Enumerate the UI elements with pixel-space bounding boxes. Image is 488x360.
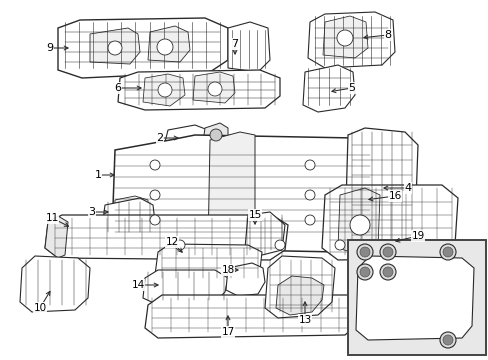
- Polygon shape: [337, 188, 379, 255]
- Circle shape: [150, 190, 160, 200]
- Text: 1: 1: [94, 170, 102, 180]
- Polygon shape: [164, 125, 207, 146]
- Polygon shape: [193, 72, 235, 103]
- Polygon shape: [45, 215, 287, 260]
- Circle shape: [334, 240, 345, 250]
- Polygon shape: [303, 65, 354, 112]
- Polygon shape: [145, 295, 361, 338]
- Circle shape: [356, 264, 372, 280]
- Circle shape: [274, 240, 285, 250]
- Polygon shape: [264, 256, 334, 318]
- Circle shape: [379, 264, 395, 280]
- Polygon shape: [227, 22, 269, 72]
- Text: 14: 14: [131, 280, 144, 290]
- Text: 4: 4: [404, 183, 411, 193]
- Text: 11: 11: [45, 213, 59, 223]
- Text: 10: 10: [33, 303, 46, 313]
- Polygon shape: [90, 28, 140, 64]
- Text: 3: 3: [88, 207, 95, 217]
- Polygon shape: [58, 18, 227, 78]
- Circle shape: [349, 215, 369, 235]
- Circle shape: [382, 267, 392, 277]
- Polygon shape: [112, 135, 371, 252]
- Bar: [347, 240, 485, 355]
- Circle shape: [209, 129, 222, 141]
- Text: 12: 12: [165, 237, 178, 247]
- Circle shape: [150, 215, 160, 225]
- Polygon shape: [225, 263, 264, 296]
- Circle shape: [442, 247, 452, 257]
- Polygon shape: [323, 16, 367, 58]
- Polygon shape: [155, 244, 262, 282]
- Circle shape: [336, 30, 352, 46]
- Circle shape: [379, 244, 395, 260]
- Polygon shape: [142, 270, 227, 305]
- Circle shape: [305, 160, 314, 170]
- Circle shape: [108, 41, 122, 55]
- Text: 19: 19: [410, 231, 424, 241]
- Text: 13: 13: [298, 315, 311, 325]
- Circle shape: [442, 335, 452, 345]
- Circle shape: [439, 244, 455, 260]
- Circle shape: [305, 190, 314, 200]
- Polygon shape: [142, 74, 184, 106]
- Polygon shape: [207, 132, 254, 252]
- Circle shape: [175, 240, 184, 250]
- Circle shape: [157, 39, 173, 55]
- Polygon shape: [45, 216, 68, 258]
- Polygon shape: [102, 198, 155, 238]
- Circle shape: [439, 332, 455, 348]
- Circle shape: [382, 247, 392, 257]
- Circle shape: [359, 267, 369, 277]
- Text: 17: 17: [221, 327, 234, 337]
- Polygon shape: [203, 123, 227, 145]
- Polygon shape: [321, 185, 457, 260]
- Circle shape: [356, 244, 372, 260]
- Text: 15: 15: [248, 210, 261, 220]
- Text: 2: 2: [156, 133, 163, 143]
- Polygon shape: [355, 256, 473, 340]
- Text: 9: 9: [46, 43, 54, 53]
- Polygon shape: [148, 26, 190, 62]
- Circle shape: [158, 83, 172, 97]
- Polygon shape: [275, 276, 324, 315]
- Polygon shape: [118, 70, 280, 110]
- Circle shape: [305, 215, 314, 225]
- Text: 6: 6: [114, 83, 121, 93]
- Polygon shape: [20, 256, 90, 312]
- Polygon shape: [345, 128, 417, 248]
- Text: 18: 18: [221, 265, 234, 275]
- Text: 8: 8: [384, 30, 391, 40]
- Text: 5: 5: [348, 83, 355, 93]
- Circle shape: [150, 160, 160, 170]
- Polygon shape: [244, 212, 285, 255]
- Circle shape: [359, 247, 369, 257]
- Polygon shape: [113, 196, 148, 252]
- Circle shape: [207, 82, 222, 96]
- Polygon shape: [307, 12, 394, 68]
- Text: 16: 16: [387, 191, 401, 201]
- Text: 7: 7: [231, 39, 238, 49]
